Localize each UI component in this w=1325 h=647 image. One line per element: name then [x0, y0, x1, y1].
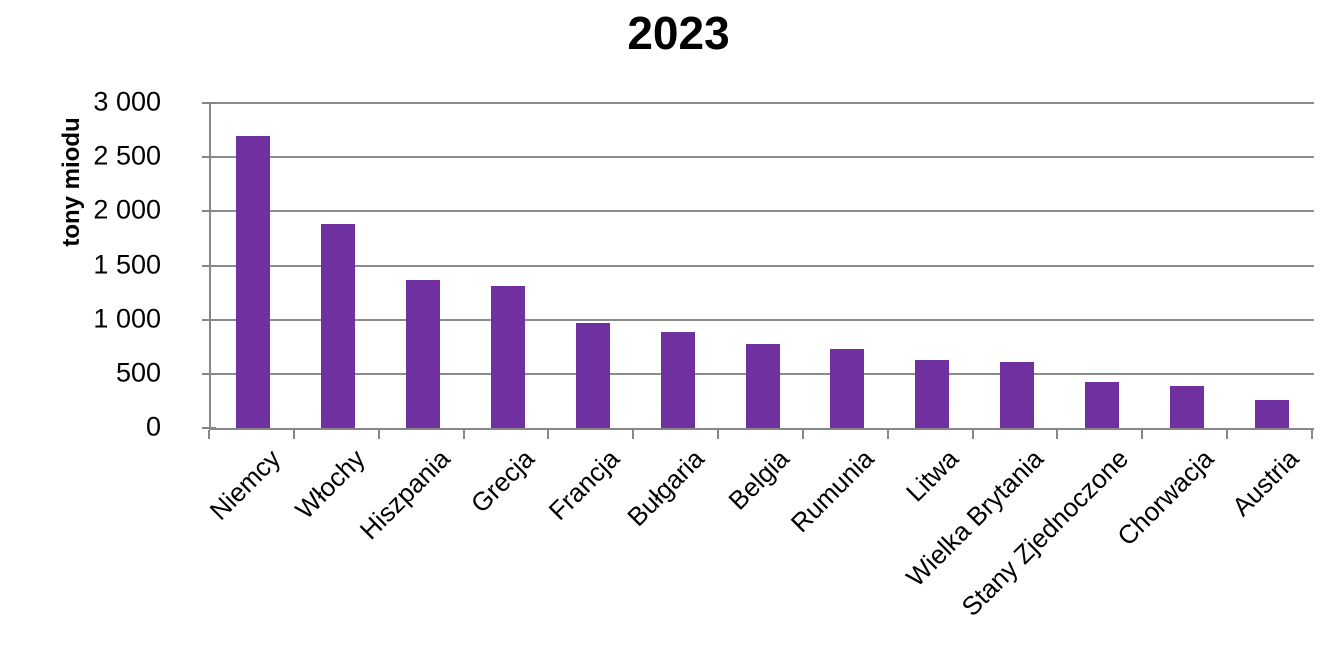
bar-grecja: [490, 285, 525, 428]
y-axis-tick: [202, 318, 216, 321]
x-axis-tick: [462, 430, 465, 439]
gridline: [211, 210, 1314, 213]
x-axis-tick: [1311, 430, 1313, 439]
gridline: [211, 264, 1314, 267]
y-tick-label: 2 000: [93, 194, 161, 225]
bar-belgia: [745, 344, 780, 428]
y-tick-label: 3 000: [93, 86, 161, 117]
x-category-label-text: Grecja: [465, 443, 541, 519]
gridline: [211, 102, 1314, 104]
x-category-label-text: Austria: [1225, 443, 1305, 522]
x-category-label-text: Francja: [542, 443, 626, 526]
x-axis-tick: [208, 430, 210, 439]
bar-litwa: [915, 359, 950, 428]
bar-bułgaria: [660, 331, 695, 428]
x-category-label-text: Hiszpania: [353, 443, 456, 546]
x-category-label-text: Rumunia: [785, 443, 880, 539]
x-category-label-text: Belgia: [722, 443, 796, 516]
x-category-label-text: Bułgaria: [621, 443, 711, 532]
x-category-label-text: Litwa: [900, 443, 965, 508]
y-axis-tick: [202, 102, 216, 104]
bar-francja: [575, 323, 610, 428]
y-tick-label: 1 500: [93, 248, 161, 279]
x-axis-tick: [971, 430, 974, 439]
y-tick-label: 1 000: [93, 303, 161, 334]
y-tick-label: 0: [145, 411, 161, 442]
x-axis-tick: [1141, 430, 1144, 439]
y-axis-tick: [202, 264, 216, 267]
bar-niemcy: [236, 135, 271, 428]
plot-area: [209, 102, 1314, 430]
bar-hiszpania: [406, 279, 441, 428]
y-tick-label: 2 500: [93, 140, 161, 171]
x-axis-tick: [717, 430, 720, 439]
bar-rumunia: [830, 349, 865, 428]
bar-chorwacja: [1169, 385, 1204, 428]
y-axis-tick: [202, 372, 216, 375]
y-axis-tick: [202, 427, 216, 429]
x-axis-tick: [377, 430, 380, 439]
y-axis-tick: [202, 210, 216, 213]
x-axis-tick: [1056, 430, 1059, 439]
bar-austria: [1254, 399, 1289, 428]
x-axis-tick: [1226, 430, 1229, 439]
gridline: [211, 318, 1314, 321]
gridline: [211, 156, 1314, 159]
x-category-label-text: Niemcy: [203, 443, 286, 526]
bar-wielka-brytania: [1000, 361, 1035, 428]
x-axis-tick: [801, 430, 804, 439]
y-axis-title: tony miodu: [58, 117, 85, 247]
x-axis-tick: [292, 430, 295, 439]
x-axis-tick: [886, 430, 889, 439]
chart-title: 2023: [627, 7, 730, 59]
bar-stany-zjednoczone: [1084, 381, 1119, 428]
x-category-label-text: Włochy: [289, 443, 371, 525]
bar-włochy: [321, 223, 356, 428]
y-tick-label: 500: [115, 357, 161, 388]
y-axis-tick: [202, 156, 216, 159]
x-axis-tick: [547, 430, 550, 439]
x-category-label-text: Stany Zjednoczone: [955, 443, 1135, 622]
x-axis-tick: [632, 430, 635, 439]
